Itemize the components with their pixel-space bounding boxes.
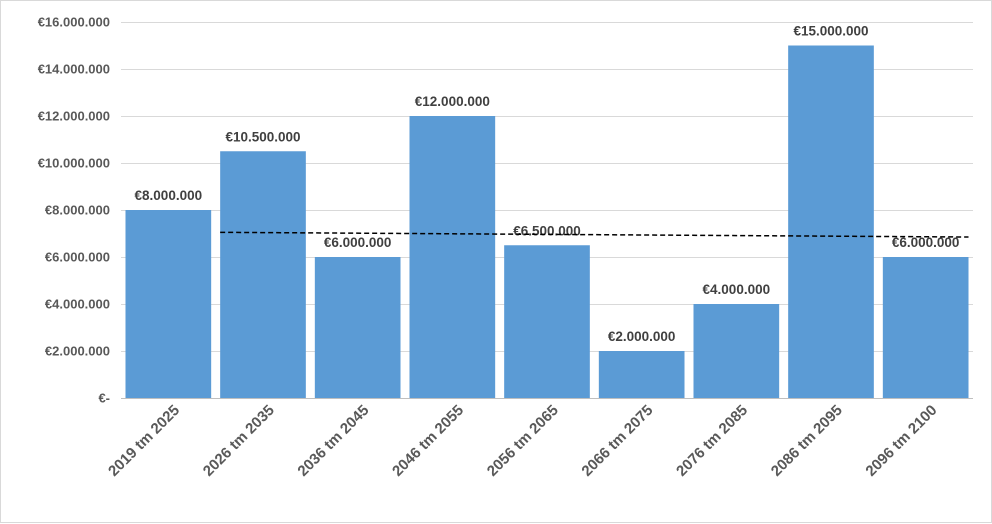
data-label: €8.000.000 [135, 188, 203, 203]
y-tick-label: €10.000.000 [38, 156, 110, 171]
bar [693, 304, 780, 398]
bar [882, 257, 969, 398]
bar [504, 245, 590, 398]
data-label: €6.000.000 [892, 235, 960, 250]
data-label: €15.000.000 [793, 24, 868, 39]
y-axis-ticks: €- €2.000.000 €4.000.000 €6.000.000 €8.000.0… [38, 15, 110, 406]
x-axis-ticks: 2019 tm 2025 2026 tm 2035 2036 tm 2045 2046… [105, 402, 940, 480]
bar [220, 151, 306, 398]
y-tick-label: €8.000.000 [45, 203, 110, 218]
y-tick-label: €4.000.000 [45, 297, 110, 312]
data-label: €12.000.000 [415, 94, 490, 109]
bar [125, 210, 212, 398]
y-tick-label: €16.000.000 [38, 15, 110, 30]
x-tick-label: 2096 tm 2100 [862, 402, 940, 480]
x-tick-label: 2036 tm 2045 [294, 402, 372, 480]
y-tick-label: €14.000.000 [38, 62, 110, 77]
x-tick-label: 2019 tm 2025 [105, 402, 183, 480]
x-tick-label: 2056 tm 2065 [484, 402, 562, 480]
data-label: €4.000.000 [703, 282, 771, 297]
data-label: €6.000.000 [324, 235, 392, 250]
data-labels: €8.000.000 €10.500.000 €6.000.000 €12.000.0… [135, 24, 960, 345]
y-tick-label: €- [98, 391, 110, 406]
bar [598, 351, 685, 398]
trendline-dashed [220, 231, 969, 238]
x-tick-label: 2066 tm 2075 [578, 402, 656, 480]
bars [125, 45, 969, 398]
bar [314, 257, 401, 398]
bar [788, 45, 874, 398]
trendline [220, 231, 969, 238]
data-label: €2.000.000 [608, 329, 676, 344]
x-tick-label: 2026 tm 2035 [200, 402, 278, 480]
x-tick-label: 2086 tm 2095 [768, 402, 846, 480]
y-tick-label: €6.000.000 [45, 250, 110, 265]
y-tick-label: €12.000.000 [38, 109, 110, 124]
x-tick-label: 2076 tm 2085 [673, 402, 751, 480]
x-tick-label: 2046 tm 2055 [389, 402, 467, 480]
data-label: €10.500.000 [225, 129, 300, 144]
data-label: €6.500.000 [513, 223, 581, 238]
bar [409, 116, 496, 398]
y-tick-label: €2.000.000 [45, 344, 110, 359]
